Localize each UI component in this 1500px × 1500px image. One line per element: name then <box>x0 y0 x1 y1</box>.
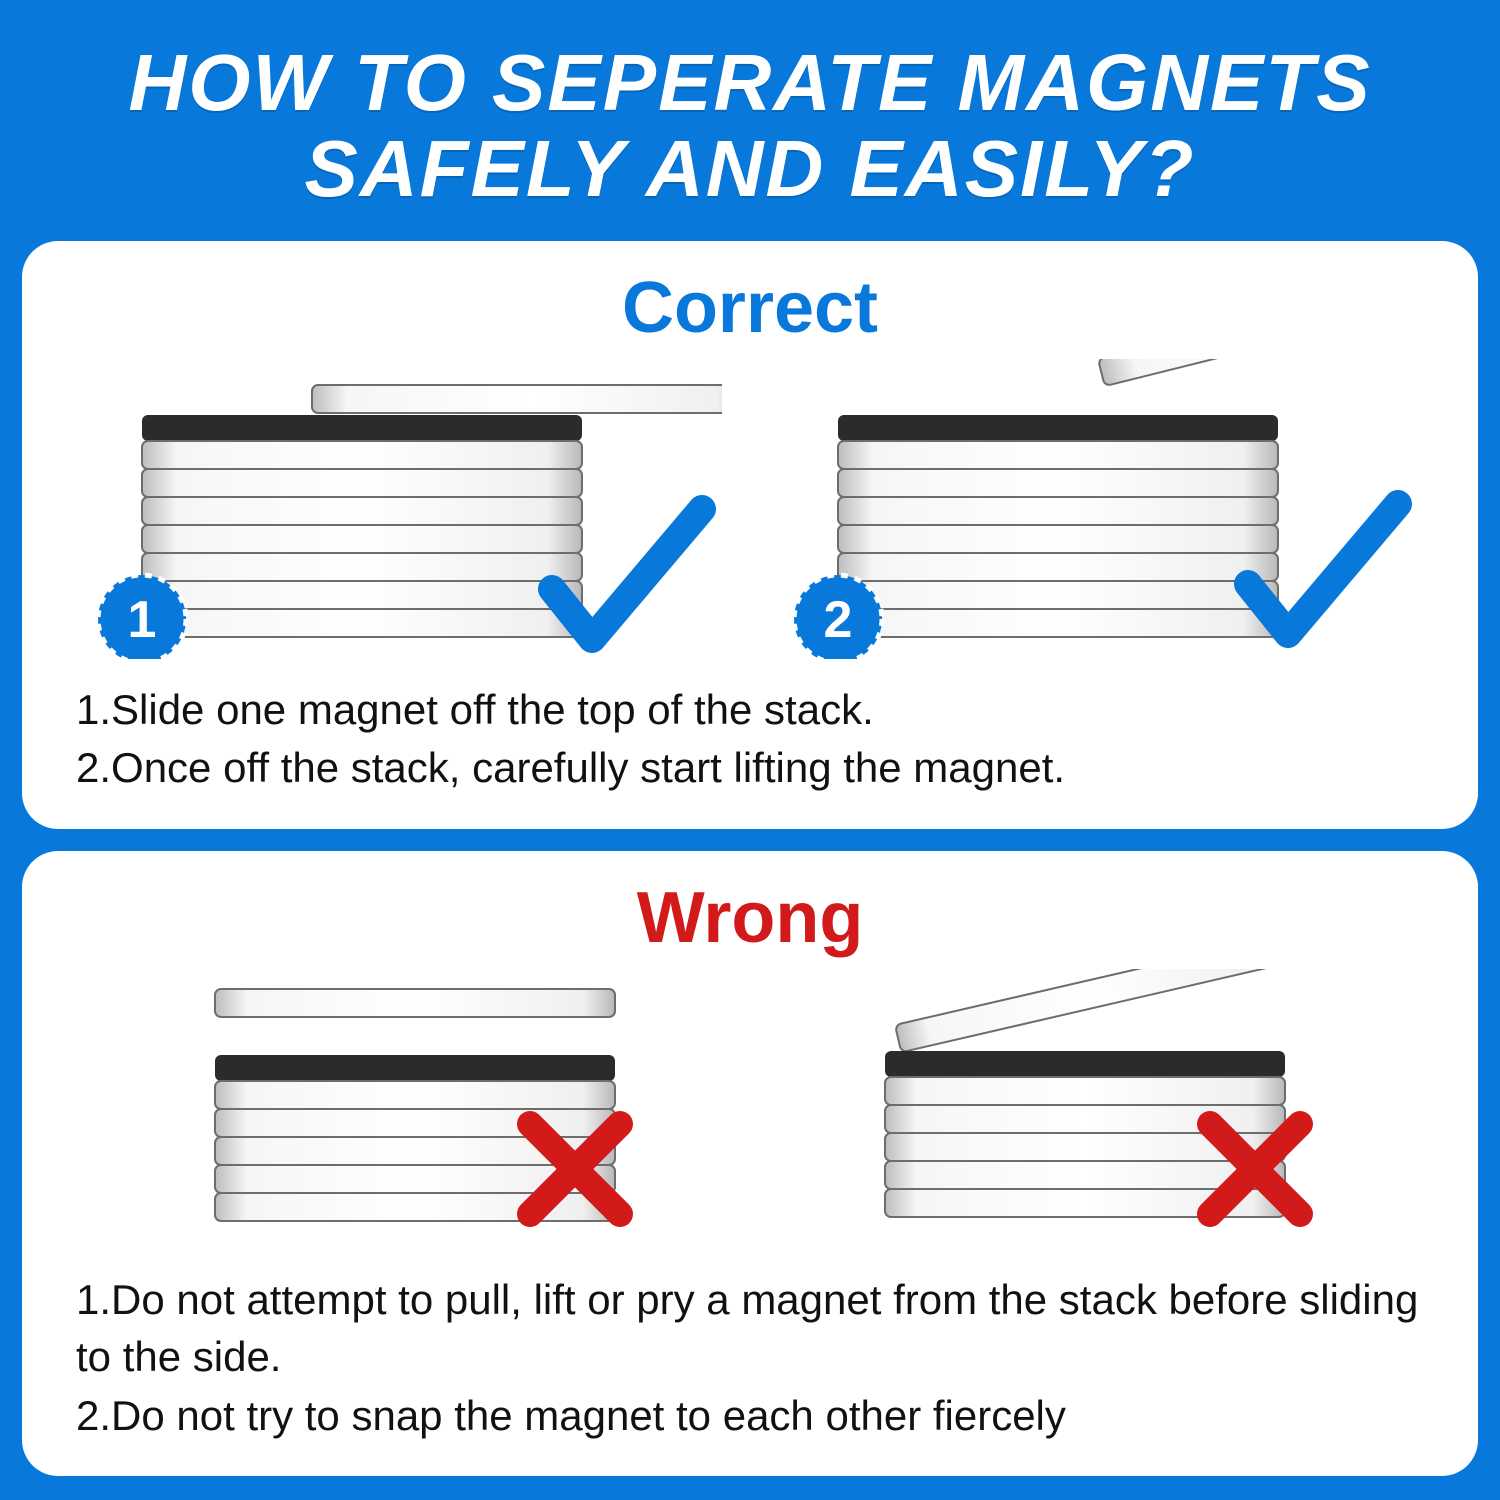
heading-correct: Correct <box>66 267 1434 349</box>
title-line-2: SAFELY AND EASILY? <box>305 124 1196 213</box>
wrong-step-2: 2.Do not try to snap the magnet to each … <box>76 1388 1424 1445</box>
heading-wrong: Wrong <box>66 877 1434 959</box>
title-line-1: HOW TO SEPERATE MAGNETS <box>128 38 1371 127</box>
correct-diagram-1-svg: 1 <box>82 359 722 659</box>
wrong-diagram-2-svg <box>805 969 1365 1249</box>
wrong-diagram-1-svg <box>135 969 695 1249</box>
correct-diagram-2: 2 <box>778 359 1418 664</box>
badge-1-text: 1 <box>128 591 157 649</box>
panel-correct: Correct <box>22 241 1478 829</box>
wrong-steps: 1.Do not attempt to pull, lift or pry a … <box>76 1272 1424 1444</box>
correct-step-2: 2.Once off the stack, carefully start li… <box>76 740 1424 797</box>
panel-wrong: Wrong <box>22 851 1478 1476</box>
page-title: HOW TO SEPERATE MAGNETS SAFELY AND EASIL… <box>22 40 1478 213</box>
correct-diagram-2-svg: 2 <box>778 359 1418 659</box>
wrong-diagram-2 <box>805 969 1365 1254</box>
step-badge-1: 1 <box>98 575 186 659</box>
correct-steps: 1.Slide one magnet off the top of the st… <box>76 682 1424 797</box>
correct-step-1: 1.Slide one magnet off the top of the st… <box>76 682 1424 739</box>
wrong-diagrams-row <box>66 969 1434 1254</box>
correct-diagrams-row: 1 <box>66 359 1434 664</box>
correct-diagram-1: 1 <box>82 359 722 664</box>
wrong-step-1: 1.Do not attempt to pull, lift or pry a … <box>76 1272 1424 1385</box>
wrong-diagram-1 <box>135 969 695 1254</box>
infographic-canvas: HOW TO SEPERATE MAGNETS SAFELY AND EASIL… <box>0 0 1500 1500</box>
step-badge-2: 2 <box>794 575 882 659</box>
badge-2-text: 2 <box>824 591 853 649</box>
